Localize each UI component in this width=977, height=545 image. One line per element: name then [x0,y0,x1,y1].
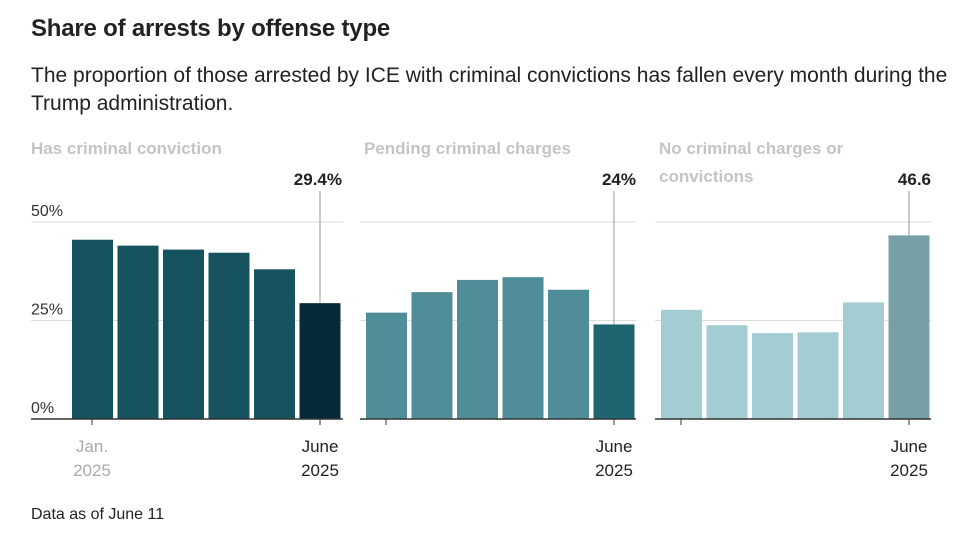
bar [752,333,793,419]
y-tick-label: 0% [31,400,54,417]
x-tick-label: June [596,437,633,456]
bar [706,325,748,419]
bar [254,269,295,419]
bar [299,303,341,419]
y-tick-label: 50% [31,203,63,220]
panel-title: Pending criminal charges [364,139,571,158]
bar [411,292,453,419]
data-label: 46.6 [898,170,931,189]
data-label: 29.4% [294,170,342,189]
x-tick-label: Jan. [76,437,108,456]
chart-title: Share of arrests by offense type [31,15,391,42]
bar [797,332,839,419]
data-note: Data as of June 11 [31,506,165,523]
bar [117,245,159,419]
data-label: 24% [602,170,636,189]
bar [548,289,589,419]
x-tick-label: June [302,437,339,456]
bar [502,277,544,419]
bar [457,279,498,419]
panel-title: No criminal charges or [659,139,844,158]
bar [888,235,930,419]
x-tick-label: 2025 [301,461,339,480]
panel-title: convictions [659,167,753,186]
bar [72,239,113,419]
x-tick-label: 2025 [73,461,111,480]
panel-title: Has criminal conviction [31,139,222,158]
x-tick-label: 2025 [595,461,633,480]
x-tick-label: June [891,437,928,456]
bar [843,302,884,419]
bar [366,312,407,419]
bar [163,249,204,419]
bar [661,309,702,419]
y-tick-label: 25% [31,302,63,319]
chart-subtitle: The proportion of those arrested by ICE … [31,64,948,115]
bar [593,324,635,419]
bar [208,252,250,419]
x-tick-label: 2025 [890,461,928,480]
